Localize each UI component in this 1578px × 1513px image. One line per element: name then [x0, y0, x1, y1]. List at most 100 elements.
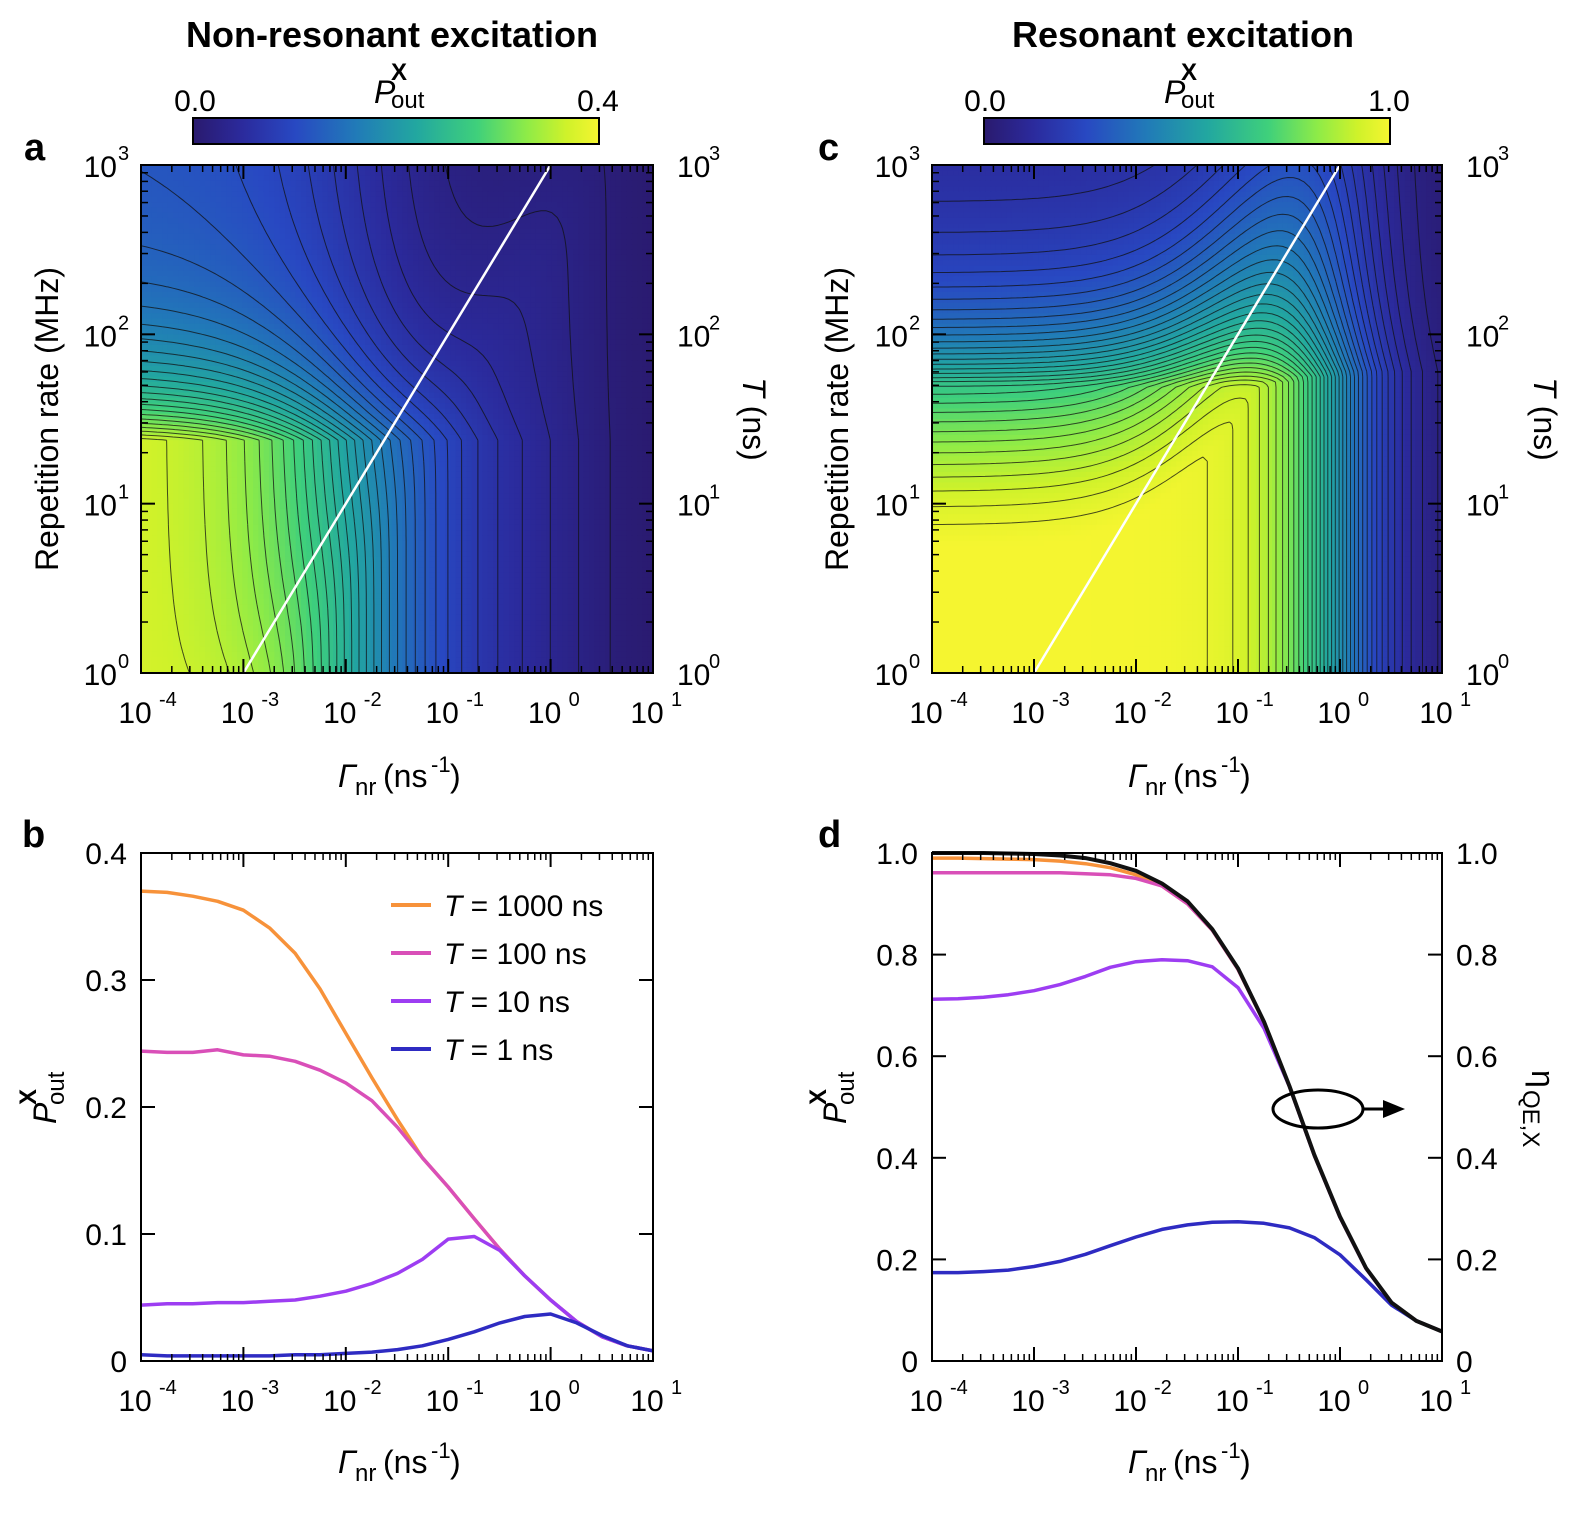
heatmap-cell — [525, 191, 531, 198]
heatmap-cell — [413, 217, 419, 224]
heatmap-cell — [610, 371, 617, 378]
heatmap-cell — [157, 233, 163, 240]
heatmap-cell — [269, 191, 275, 198]
heatmap-cell — [455, 434, 462, 441]
heatmap-cell — [599, 202, 606, 208]
heatmap-cell — [450, 413, 457, 420]
heatmap-cell — [311, 424, 318, 431]
heatmap-cell — [610, 302, 617, 309]
heatmap-cell — [295, 228, 302, 235]
heatmap-cell — [514, 434, 521, 441]
heatmap-cell — [482, 323, 489, 330]
heatmap-cell — [386, 371, 393, 378]
heatmap-cell — [471, 366, 478, 372]
heatmap-cell — [173, 302, 179, 309]
heatmap-cell — [487, 392, 494, 399]
heatmap-cell — [247, 281, 254, 288]
heatmap-cell — [509, 318, 515, 325]
heatmap-cell — [589, 191, 595, 198]
heatmap-cell — [226, 376, 233, 383]
heatmap-cell — [477, 360, 483, 367]
heatmap-cell — [301, 329, 307, 335]
heatmap-cell — [349, 429, 355, 436]
heatmap-cell — [349, 165, 355, 171]
heatmap-cell — [594, 191, 601, 198]
heatmap-cell — [295, 165, 302, 171]
heatmap-cell — [519, 318, 526, 325]
heatmap-cell — [631, 355, 638, 362]
heatmap-cell — [530, 323, 537, 330]
heatmap-cell — [578, 344, 585, 351]
heatmap-cell — [375, 387, 382, 394]
heatmap-cell — [215, 254, 222, 261]
heatmap-cell — [375, 180, 382, 187]
heatmap-cell — [381, 307, 387, 314]
heatmap-cell — [583, 217, 590, 224]
heatmap-cell — [519, 228, 526, 235]
heatmap-cell — [557, 186, 563, 193]
heatmap-cell — [482, 392, 489, 399]
heatmap-cell — [333, 233, 339, 240]
heatmap-cell — [637, 403, 643, 410]
heatmap-cell — [247, 408, 254, 415]
heatmap-cell — [141, 228, 147, 235]
heatmap-cell — [375, 339, 382, 346]
heatmap-cell — [338, 313, 345, 320]
heatmap-cell — [535, 334, 542, 341]
heatmap-cell — [173, 429, 179, 436]
heatmap-cell — [295, 244, 302, 251]
heatmap-cell — [557, 276, 563, 283]
heatmap-cell — [407, 307, 414, 314]
heatmap-cell — [311, 381, 318, 388]
heatmap-cell — [557, 313, 563, 320]
heatmap-cell — [626, 355, 633, 362]
heatmap-cell — [503, 207, 510, 214]
heatmap-cell — [610, 175, 617, 182]
heatmap-cell — [317, 292, 323, 298]
heatmap-cell — [434, 265, 441, 272]
heatmap-cell — [487, 202, 494, 208]
heatmap-cell — [151, 329, 158, 335]
heatmap-cell — [519, 281, 526, 288]
heatmap-cell — [642, 228, 649, 235]
heatmap-cell — [365, 228, 371, 235]
heatmap-cell — [557, 413, 563, 420]
heatmap-cell — [162, 318, 169, 325]
heatmap-cell — [253, 434, 259, 441]
heatmap-cell — [258, 196, 265, 203]
heatmap-cell — [167, 355, 174, 362]
heatmap-cell — [386, 344, 393, 351]
heatmap-cell — [178, 350, 185, 357]
heatmap-cell — [439, 355, 446, 362]
heatmap-cell — [338, 228, 345, 235]
heatmap-cell — [199, 387, 206, 394]
heatmap-cell — [557, 350, 563, 357]
heatmap-cell — [194, 307, 201, 314]
heatmap-cell — [594, 350, 601, 357]
heatmap-cell — [295, 307, 302, 314]
heatmap-cell — [429, 239, 435, 245]
heatmap-cell — [551, 413, 558, 420]
heatmap-cell — [141, 376, 147, 383]
heatmap-cell — [525, 424, 531, 431]
heatmap-cell — [519, 244, 526, 251]
heatmap-cell — [391, 313, 398, 320]
heatmap-cell — [359, 392, 366, 399]
heatmap-cell — [626, 175, 633, 182]
heatmap-cell — [583, 334, 590, 341]
heatmap-cell — [445, 180, 451, 187]
heatmap-cell — [349, 265, 355, 272]
heatmap-cell — [439, 313, 446, 320]
heatmap-cell — [423, 212, 430, 219]
heatmap-cell — [221, 170, 227, 177]
heatmap-cell — [535, 175, 542, 182]
heatmap-cell — [189, 307, 195, 314]
heatmap-cell — [221, 249, 227, 256]
heatmap-cell — [445, 397, 451, 404]
heatmap-cell — [471, 355, 478, 362]
heatmap-cell — [327, 366, 334, 372]
heatmap-cell — [173, 207, 179, 214]
heatmap-cell — [253, 223, 259, 230]
heatmap-cell — [562, 381, 569, 388]
heatmap-cell — [429, 344, 435, 351]
